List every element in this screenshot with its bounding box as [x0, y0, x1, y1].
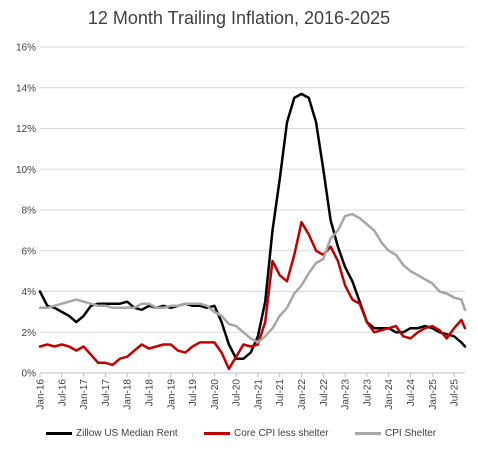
x-tick-label: Jan-16: [36, 379, 47, 410]
legend-label: Core CPI less shelter: [234, 427, 329, 439]
x-tick-label: Jul-18: [144, 379, 155, 407]
series-line-core-cpi-less-shelter: [38, 220, 467, 371]
x-tick-label: Jul-25: [450, 379, 461, 407]
x-tick-label: Jan-20: [210, 379, 221, 410]
chart-legend: Zillow US Median Rent Core CPI less shelt…: [0, 424, 478, 442]
legend-item-core-cpi-less-shelter: Core CPI less shelter: [204, 424, 328, 442]
legend-item-zillow-us-median-rent: Zillow US Median Rent: [46, 424, 178, 442]
x-tick-label: Jul-17: [101, 379, 112, 407]
y-tick-label: 12%: [16, 124, 36, 135]
x-tick-label: Jul-23: [362, 379, 373, 407]
x-tick-label: Jan-18: [123, 379, 134, 410]
y-tick-label: 8%: [22, 206, 37, 217]
x-tick-label: Jul-16: [57, 379, 68, 407]
y-tick-label: 16%: [16, 43, 36, 54]
legend-swatch: [46, 431, 72, 435]
x-tick-label: Jan-23: [341, 379, 352, 410]
y-tick-label: 4%: [22, 287, 37, 298]
x-tick-label: Jul-22: [319, 379, 330, 407]
x-tick-label: Jan-19: [166, 379, 177, 410]
x-tick-label: Jul-20: [232, 379, 243, 407]
x-tick-label: Jan-25: [428, 379, 439, 410]
series-line-zillow-us-median-rent: [38, 92, 467, 360]
x-tick-label: Jul-19: [188, 379, 199, 407]
legend-label: CPI Shelter: [385, 427, 437, 439]
legend-label: Zillow US Median Rent: [76, 427, 178, 439]
x-tick-label: Jul-24: [406, 379, 417, 407]
legend-swatch: [355, 431, 381, 435]
x-tick-label: Jan-21: [253, 379, 264, 410]
x-tick-label: Jan-22: [297, 379, 308, 410]
legend-swatch: [204, 431, 230, 435]
legend-item-cpi-shelter: CPI Shelter: [355, 424, 436, 442]
x-tick-label: Jan-24: [384, 379, 395, 410]
chart-title: 12 Month Trailing Inflation, 2016-2025: [87, 8, 391, 28]
x-tick-label: Jan-17: [79, 379, 90, 410]
y-tick-label: 6%: [22, 246, 37, 257]
y-tick-label: 14%: [16, 83, 36, 94]
x-tick-label: Jul-21: [275, 379, 286, 407]
y-tick-label: 0%: [22, 369, 37, 380]
series-line-cpi-shelter: [38, 212, 467, 344]
y-tick-label: 2%: [22, 328, 37, 339]
y-tick-label: 10%: [16, 165, 36, 176]
